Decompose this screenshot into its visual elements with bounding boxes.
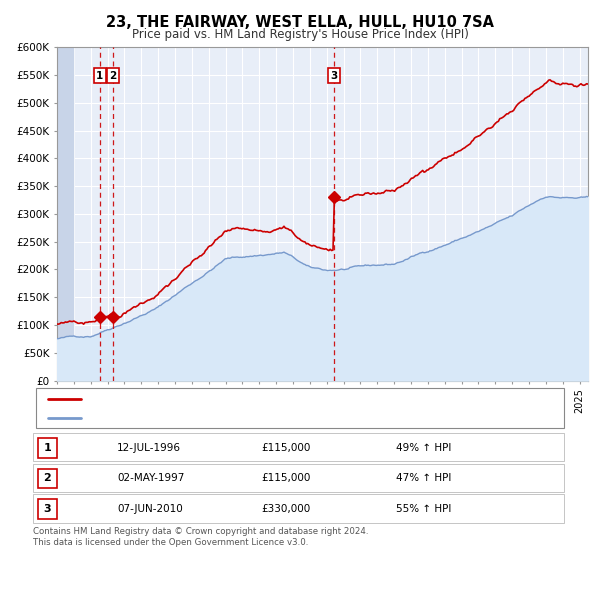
Text: 49% ↑ HPI: 49% ↑ HPI <box>396 443 451 453</box>
Text: £115,000: £115,000 <box>261 443 310 453</box>
Text: HPI: Average price, detached house, East Riding of Yorkshire: HPI: Average price, detached house, East… <box>87 413 383 422</box>
Text: 3: 3 <box>44 504 51 514</box>
Bar <box>57 47 74 381</box>
Text: 2: 2 <box>110 71 117 80</box>
Text: 55% ↑ HPI: 55% ↑ HPI <box>396 504 451 514</box>
Text: Price paid vs. HM Land Registry's House Price Index (HPI): Price paid vs. HM Land Registry's House … <box>131 28 469 41</box>
Text: 23, THE FAIRWAY, WEST ELLA, HULL, HU10 7SA: 23, THE FAIRWAY, WEST ELLA, HULL, HU10 7… <box>106 15 494 30</box>
Text: 2: 2 <box>44 474 51 483</box>
Text: 07-JUN-2010: 07-JUN-2010 <box>117 504 183 514</box>
Text: 12-JUL-1996: 12-JUL-1996 <box>117 443 181 453</box>
Text: 02-MAY-1997: 02-MAY-1997 <box>117 474 184 483</box>
Text: £330,000: £330,000 <box>261 504 310 514</box>
Text: 47% ↑ HPI: 47% ↑ HPI <box>396 474 451 483</box>
Text: Contains HM Land Registry data © Crown copyright and database right 2024.
This d: Contains HM Land Registry data © Crown c… <box>33 527 368 547</box>
Text: 3: 3 <box>331 71 338 80</box>
Text: 23, THE FAIRWAY, WEST ELLA, HULL, HU10 7SA (detached house): 23, THE FAIRWAY, WEST ELLA, HULL, HU10 7… <box>87 394 407 404</box>
Text: 1: 1 <box>44 443 51 453</box>
Text: 1: 1 <box>96 71 103 80</box>
Text: £115,000: £115,000 <box>261 474 310 483</box>
